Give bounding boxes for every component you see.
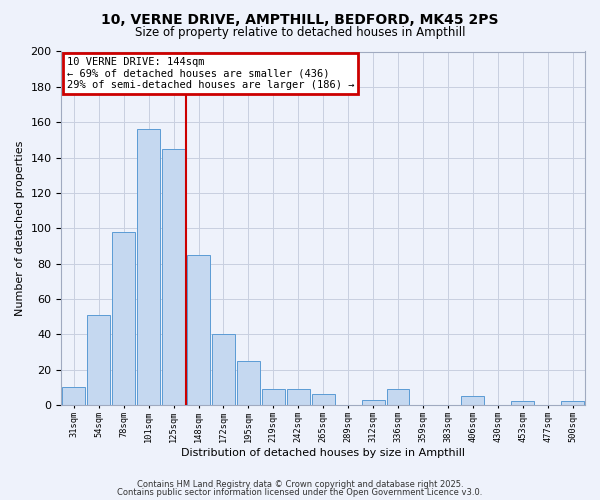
Bar (287, 389, 310, 405)
Bar (461, 396, 484, 405)
Bar (262, 389, 285, 405)
X-axis label: Distribution of detached houses by size in Ampthill: Distribution of detached houses by size … (181, 448, 465, 458)
Text: Size of property relative to detached houses in Ampthill: Size of property relative to detached ho… (135, 26, 465, 39)
Bar (561, 402, 584, 405)
Text: Contains HM Land Registry data © Crown copyright and database right 2025.: Contains HM Land Registry data © Crown c… (137, 480, 463, 489)
Y-axis label: Number of detached properties: Number of detached properties (15, 140, 25, 316)
Text: 10, VERNE DRIVE, AMPTHILL, BEDFORD, MK45 2PS: 10, VERNE DRIVE, AMPTHILL, BEDFORD, MK45… (101, 12, 499, 26)
Bar (88, 315, 110, 405)
Bar (162, 148, 185, 405)
Bar (511, 402, 534, 405)
Bar (137, 129, 160, 405)
Bar (187, 254, 210, 405)
Bar (212, 334, 235, 405)
Text: 10 VERNE DRIVE: 144sqm
← 69% of detached houses are smaller (436)
29% of semi-de: 10 VERNE DRIVE: 144sqm ← 69% of detached… (67, 57, 354, 90)
Bar (237, 360, 260, 405)
Bar (362, 400, 385, 405)
Bar (112, 232, 135, 405)
Bar (312, 394, 335, 405)
Bar (386, 389, 409, 405)
Bar (62, 387, 85, 405)
Text: Contains public sector information licensed under the Open Government Licence v3: Contains public sector information licen… (118, 488, 482, 497)
